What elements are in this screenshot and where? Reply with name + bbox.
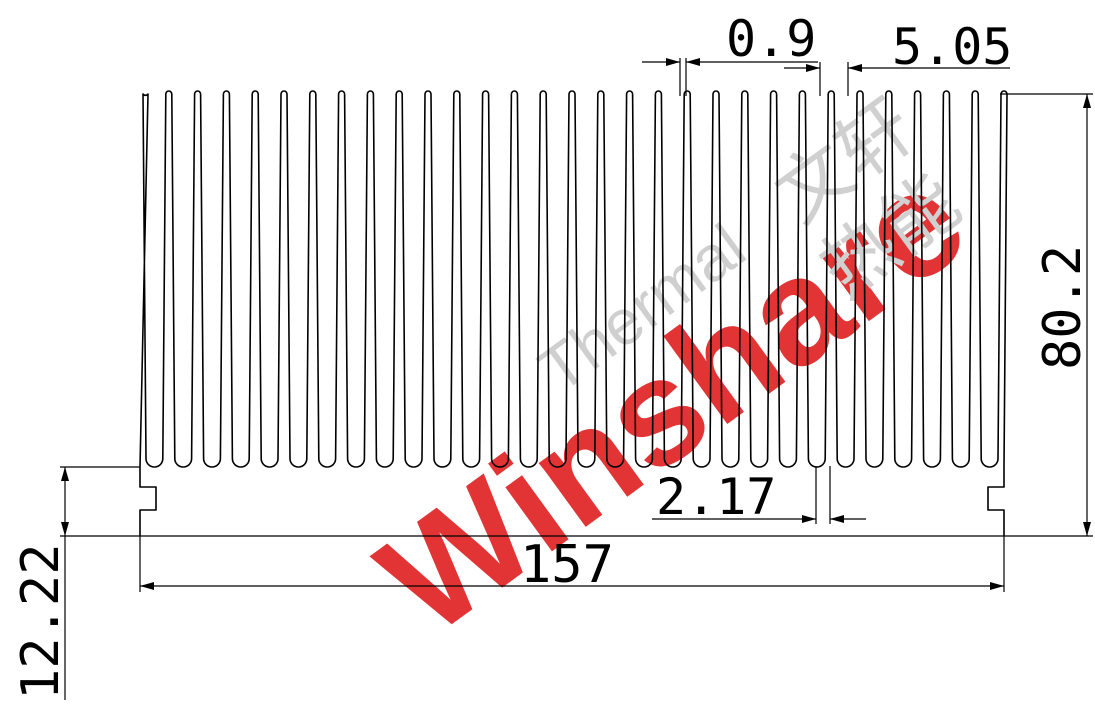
dim-fin-pitch: 5.05 <box>892 18 1012 76</box>
dimension-arrows <box>61 58 1091 590</box>
dim-fin-gap: 2.17 <box>656 468 776 526</box>
dim-base-height: 12.22 <box>11 543 71 700</box>
dim-overall-height: 80.2 <box>1033 245 1093 370</box>
heatsink-profile <box>139 90 1008 536</box>
watermark: Winshare Thermal 文轩 热能 <box>350 84 994 666</box>
dim-fin-tip-width: 0.9 <box>726 10 816 68</box>
dimension-lines <box>60 58 1093 700</box>
dim-overall-width: 157 <box>520 535 614 595</box>
